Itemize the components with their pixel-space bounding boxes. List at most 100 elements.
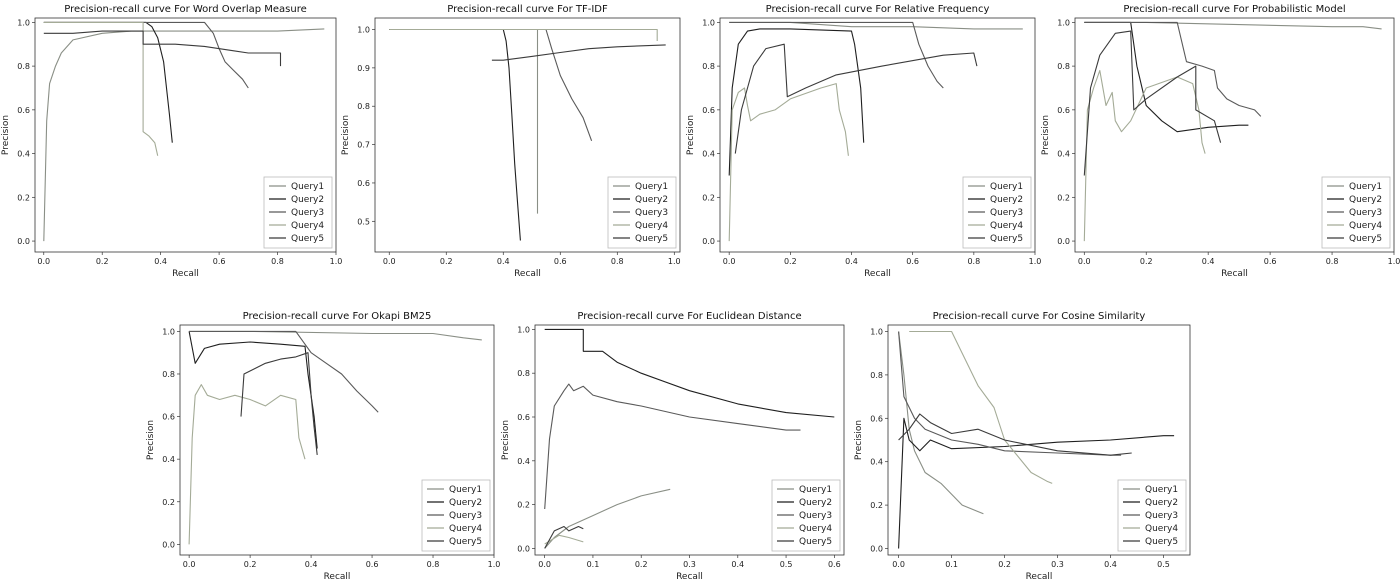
y-tick-label: 0.6	[17, 106, 30, 115]
x-tick-label: 0.6	[554, 257, 567, 266]
x-tick-label: 0.4	[731, 560, 744, 569]
x-tick-label: 0.8	[1326, 257, 1339, 266]
series-line-query5	[240, 352, 318, 455]
series-line-query5	[43, 30, 282, 67]
y-tick-label: 0.8	[17, 62, 30, 71]
x-tick-label: 1.0	[668, 257, 681, 266]
plot-frame	[719, 17, 1036, 253]
legend-label: Query1	[990, 182, 1023, 192]
x-tick-label: 0.4	[1202, 257, 1215, 266]
legend-label: Query3	[799, 511, 832, 521]
y-tick-label: 0.4	[17, 150, 30, 159]
x-tick-label: 0.6	[213, 257, 226, 266]
y-tick-label: 0.8	[870, 371, 883, 380]
x-tick-label: 0.0	[37, 257, 50, 266]
legend-label: Query5	[449, 537, 482, 547]
x-axis-label: Recall	[172, 269, 199, 279]
x-tick-label: 1.0	[1388, 257, 1400, 266]
y-tick-label: 0.6	[517, 413, 530, 422]
y-tick-label: 0.0	[162, 540, 175, 549]
plot-frame	[887, 324, 1191, 556]
x-tick-label: 0.3	[1051, 560, 1064, 569]
series-line-query4	[544, 534, 584, 545]
y-tick-label: 1.0	[870, 328, 883, 337]
y-tick-label: 0.7	[357, 141, 370, 150]
x-tick-label: 0.0	[1078, 257, 1091, 266]
plot-frame	[374, 17, 681, 253]
y-tick-label: 1.0	[1057, 18, 1070, 27]
series-line-query3	[43, 21, 249, 89]
series-line-query1	[43, 28, 325, 242]
x-tick-label: 0.5	[1157, 560, 1170, 569]
plot-frame	[34, 17, 337, 253]
plot-frame	[179, 324, 495, 556]
pr-chart-relative-frequency: Precision-recall curve For Relative Freq…	[686, 4, 1041, 279]
y-tick-label: 0.0	[17, 237, 30, 246]
y-axis-label: Precision	[686, 115, 696, 155]
x-tick-label: 1.0	[488, 560, 501, 569]
legend-label: Query2	[990, 195, 1023, 205]
y-tick-label: 1.0	[702, 18, 715, 27]
series-line-query5	[1083, 30, 1222, 176]
series-line-query3	[729, 21, 944, 89]
legend-label: Query1	[291, 182, 324, 192]
series-line-query1	[729, 21, 1023, 30]
y-tick-label: 1.0	[17, 18, 30, 27]
series-line-query5	[898, 413, 1132, 456]
x-tick-label: 0.6	[828, 560, 841, 569]
x-tick-label: 0.0	[383, 257, 396, 266]
y-tick-label: 0.4	[1057, 150, 1070, 159]
x-axis-label: Recall	[514, 269, 541, 279]
chart-title: Precision-recall curve For TF-IDF	[447, 4, 608, 15]
series-line-query5	[491, 44, 666, 61]
legend-label: Query4	[1145, 524, 1178, 534]
legend-label: Query3	[449, 511, 482, 521]
x-tick-label: 0.0	[892, 560, 905, 569]
series-line-query2	[728, 28, 865, 176]
legend-label: Query2	[1349, 195, 1382, 205]
series-line-query2	[1084, 21, 1249, 133]
chart-title: Precision-recall curve For Euclidean Dis…	[577, 311, 801, 322]
x-tick-label: 1.0	[330, 257, 343, 266]
x-axis-label: Recall	[1026, 572, 1053, 582]
y-tick-label: 0.2	[17, 193, 30, 202]
legend-label: Query5	[1145, 537, 1178, 547]
legend-label: Query3	[635, 208, 668, 218]
x-tick-label: 0.2	[784, 257, 797, 266]
legend-label: Query2	[449, 498, 482, 508]
legend-label: Query4	[799, 524, 832, 534]
series-line-query4	[909, 330, 1053, 484]
chart-title: Precision-recall curve For Probabilistic…	[1123, 4, 1345, 15]
y-tick-label: 0.2	[517, 501, 530, 510]
x-tick-label: 0.4	[497, 257, 510, 266]
x-tick-label: 0.4	[305, 560, 318, 569]
pr-chart-okapi-bm25: Precision-recall curve For Okapi BM25 0.0…	[146, 311, 501, 582]
y-tick-label: 0.8	[517, 369, 530, 378]
y-tick-label: 0.8	[1057, 62, 1070, 71]
x-tick-label: 0.2	[440, 257, 453, 266]
y-tick-label: 0.2	[702, 193, 715, 202]
y-tick-label: 1.0	[517, 325, 530, 334]
legend-label: Query2	[799, 498, 832, 508]
series-line-query4	[43, 21, 159, 156]
series-line-query2	[898, 417, 1175, 549]
x-tick-label: 0.2	[998, 560, 1011, 569]
legend-label: Query2	[291, 195, 324, 205]
series-line-query2	[389, 28, 521, 241]
series-line-query1	[389, 28, 539, 214]
x-axis-label: Recall	[1221, 269, 1248, 279]
x-tick-label: 0.2	[244, 560, 257, 569]
y-tick-label: 1.0	[357, 26, 370, 35]
x-tick-label: 0.2	[96, 257, 109, 266]
y-tick-label: 0.0	[517, 544, 530, 553]
x-tick-label: 0.4	[1104, 560, 1117, 569]
y-axis-label: Precision	[854, 420, 864, 460]
y-tick-label: 0.9	[357, 64, 370, 73]
y-tick-label: 0.8	[162, 370, 175, 379]
legend-label: Query3	[1349, 208, 1382, 218]
y-tick-label: 0.4	[702, 150, 715, 159]
series-line-query3	[1084, 21, 1262, 117]
legend-label: Query5	[291, 234, 324, 244]
legend-label: Query1	[799, 485, 832, 495]
pr-chart-euclidean-distance: Precision-recall curve For Euclidean Dis…	[501, 311, 845, 582]
